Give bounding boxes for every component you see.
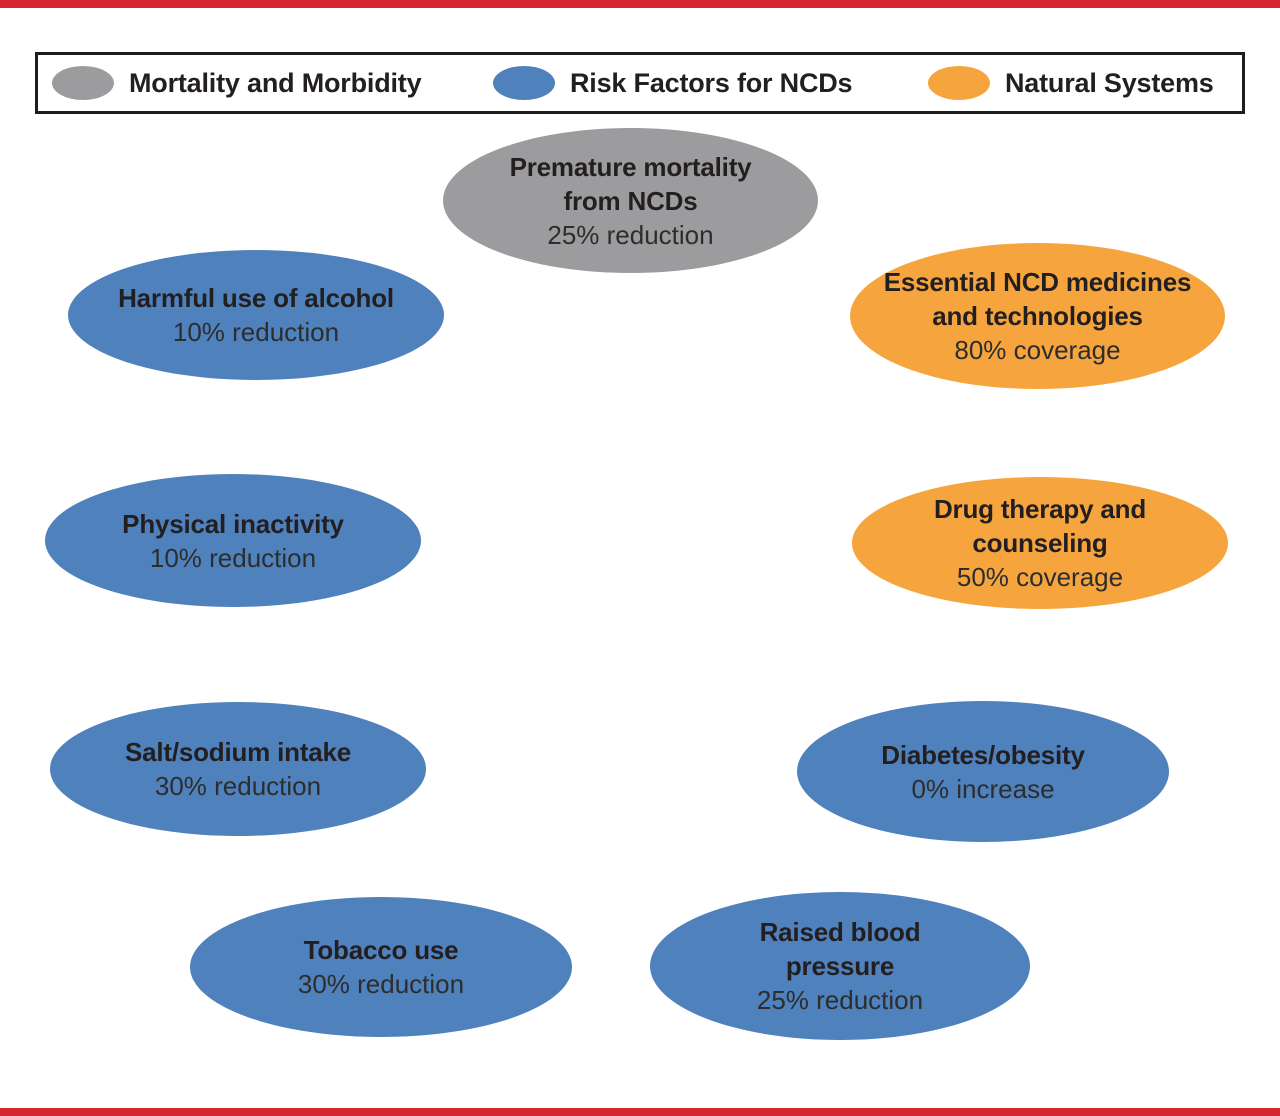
bottom-accent-rule <box>0 1108 1280 1116</box>
node-drug-therapy-and-counseling: Drug therapy and counseling 50% coverage <box>852 477 1228 609</box>
node-title: Physical inactivity <box>122 508 344 539</box>
node-diabetes-obesity: Diabetes/obesity 0% increase <box>797 701 1169 842</box>
legend-item-risk-factors: Risk Factors for NCDs <box>493 66 853 100</box>
node-target-value: 10% reduction <box>149 542 317 573</box>
node-target-value: 25% reduction <box>547 219 714 250</box>
node-title: Diabetes/obesity <box>881 739 1085 770</box>
node-premature-mortality-from-ncds: Premature mortality from NCDs 25% reduct… <box>443 128 818 273</box>
legend-box: Mortality and Morbidity Risk Factors for… <box>35 52 1245 114</box>
legend-swatch-ellipse-blue <box>493 66 555 100</box>
node-target-value: 25% reduction <box>756 985 924 1015</box>
legend-swatch-ellipse-gray <box>52 66 114 100</box>
node-title: Salt/sodium intake <box>124 737 352 767</box>
legend-item-mortality-and-morbidity: Mortality and Morbidity <box>52 66 422 100</box>
legend-item-natural-systems: Natural Systems <box>928 66 1214 100</box>
node-target-value: 10% reduction <box>172 317 340 347</box>
top-accent-rule <box>0 0 1280 8</box>
legend-label: Risk Factors for NCDs <box>570 67 853 98</box>
node-title: Drug therapy and counseling <box>933 494 1147 558</box>
node-title: Premature mortality from NCDs <box>509 151 752 216</box>
node-tobacco-use: Tobacco use 30% reduction <box>190 897 572 1037</box>
node-target-value: 50% coverage <box>956 562 1124 592</box>
node-target-value: 30% reduction <box>154 771 322 801</box>
legend-label: Mortality and Morbidity <box>129 67 422 98</box>
node-title: Essential NCD medicines and technologies <box>883 267 1192 331</box>
legend-swatch-ellipse-orange <box>928 66 990 100</box>
node-target-value: 80% coverage <box>954 335 1121 365</box>
node-physical-inactivity: Physical inactivity 10% reduction <box>45 474 421 607</box>
legend-label: Natural Systems <box>1005 67 1214 98</box>
node-title: Raised blood pressure <box>759 917 921 981</box>
node-title: Harmful use of alcohol <box>118 283 394 313</box>
node-salt-sodium-intake: Salt/sodium intake 30% reduction <box>50 702 426 836</box>
node-title: Tobacco use <box>303 935 459 965</box>
node-harmful-use-of-alcohol: Harmful use of alcohol 10% reduction <box>68 250 444 380</box>
node-essential-ncd-medicines: Essential NCD medicines and technologies… <box>850 243 1225 389</box>
node-raised-blood-pressure: Raised blood pressure 25% reduction <box>650 892 1030 1040</box>
node-target-value: 30% reduction <box>297 969 465 999</box>
node-target-value: 0% increase <box>911 773 1055 804</box>
